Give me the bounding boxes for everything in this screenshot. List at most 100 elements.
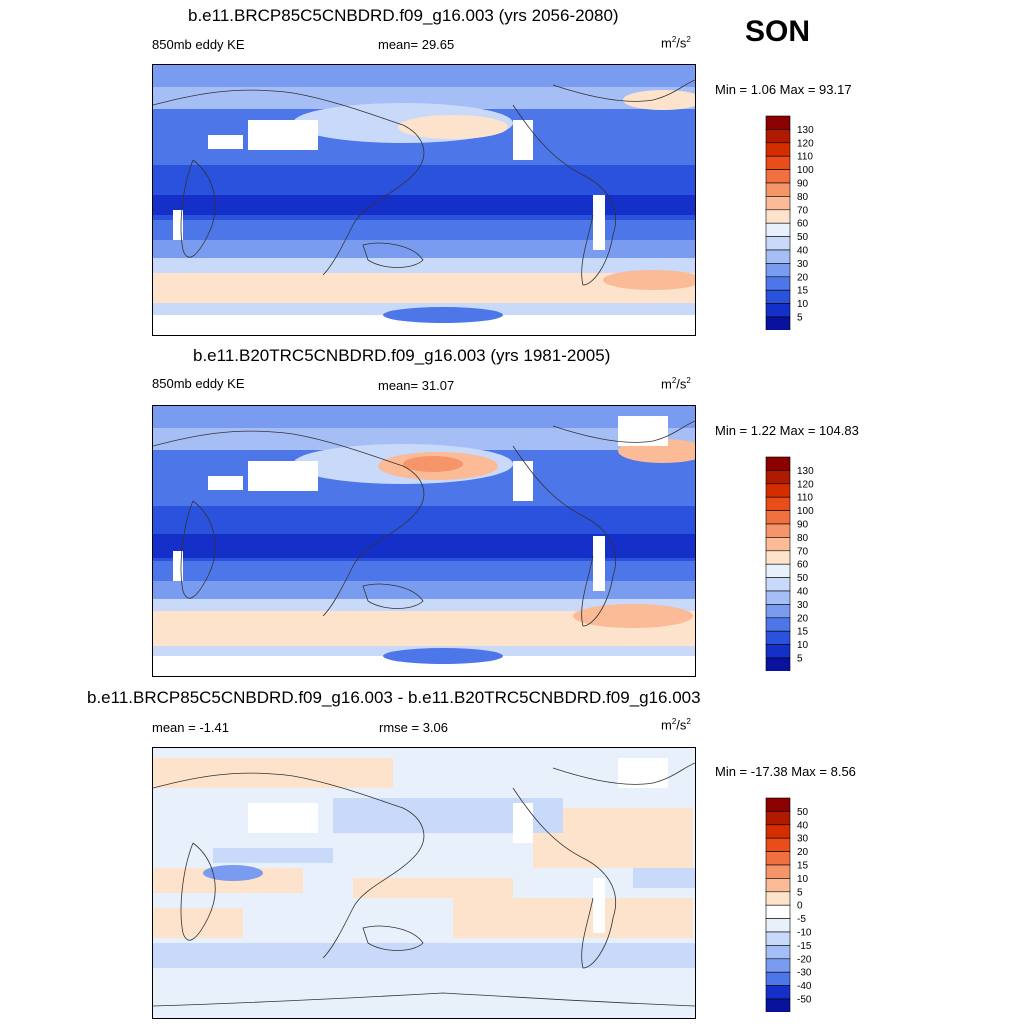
colorbar-tick-label: 50 (797, 232, 809, 243)
colorbar-box (765, 590, 791, 605)
colorbar-box (765, 182, 791, 197)
colorbar-tick-label: 90 (797, 520, 809, 531)
colorbar-tick-label: -30 (797, 968, 812, 979)
colorbar-tick-label: 10 (797, 874, 809, 885)
colorbar-tick-label: 30 (797, 600, 809, 611)
colorbar-box (765, 811, 791, 826)
colorbar-box (765, 644, 791, 659)
colorbar-tick-label: 10 (797, 299, 809, 310)
colorbar-tick-label: 50 (797, 573, 809, 584)
colorbar-box (765, 263, 791, 278)
colorbar-tick-label: 20 (797, 613, 809, 624)
colorbar-box (765, 985, 791, 1000)
panel-1-title: b.e11.BRCP85C5CNBDRD.f09_g16.003 (yrs 20… (188, 6, 619, 25)
panel-2-colorbar-labels: 130 120 110 100 90 80 70 60 50 40 30 20 15 10 5 (797, 466, 814, 665)
panel-2-field-label: 850mb eddy KE (152, 376, 245, 391)
colorbar-box (765, 537, 791, 552)
colorbar-tick-label: -40 (797, 981, 812, 992)
colorbar-tick-label: 50 (797, 807, 809, 818)
colorbar-tick-label: -15 (797, 941, 812, 952)
panel-1-field-label: 850mb eddy KE (152, 37, 245, 52)
colorbar-tick-label: 100 (797, 506, 814, 517)
colorbar-tick-label: 15 (797, 286, 809, 297)
colorbar-box (765, 496, 791, 511)
colorbar-box (765, 604, 791, 619)
colorbar-box (765, 824, 791, 839)
colorbar-box (765, 577, 791, 592)
colorbar-box (765, 523, 791, 538)
colorbar-box (765, 142, 791, 157)
colorbar-tick-label: 120 (797, 138, 814, 149)
panel-1-colorbar: 130 120 110 100 90 80 70 60 50 40 30 20 15 10 5 (765, 115, 814, 330)
panel-1-colorbar-boxes (765, 115, 791, 330)
panel-3-title: b.e11.BRCP85C5CNBDRD.f09_g16.003 - b.e11… (87, 688, 701, 707)
colorbar-box (765, 891, 791, 906)
colorbar-tick-label: 70 (797, 546, 809, 557)
colorbar-tick-label: 110 (797, 152, 813, 163)
panel-2-map (152, 405, 696, 677)
colorbar-box (765, 129, 791, 144)
panel-3-rmse-label: rmse = 3.06 (379, 720, 449, 735)
colorbar-tick-label: -50 (797, 995, 812, 1006)
panel-3-colorbar-boxes (765, 797, 791, 1012)
panel-3-mean-label: mean = -1.41 (152, 720, 229, 735)
colorbar-box (765, 289, 791, 304)
panel-1-mean-label: mean= 29.65 (378, 37, 455, 52)
panel-3-map (152, 747, 696, 1019)
colorbar-tick-label: 120 (797, 479, 814, 490)
colorbar-box (765, 945, 791, 960)
colorbar-box (765, 918, 791, 933)
panel-2-title: b.e11.B20TRC5CNBDRD.f09_g16.003 (yrs 198… (193, 346, 611, 365)
colorbar-box (765, 209, 791, 224)
colorbar-tick-label: 110 (797, 493, 813, 504)
colorbar-tick-label: 15 (797, 627, 809, 638)
panel-2-colorbar: 130 120 110 100 90 80 70 60 50 40 30 20 15 10 5 (765, 456, 814, 671)
colorbar-tick-label: 30 (797, 259, 809, 270)
season-label: SON (745, 15, 811, 48)
colorbar-box (765, 155, 791, 170)
colorbar-tick-label: 10 (797, 640, 809, 651)
colorbar-tick-label: 60 (797, 219, 809, 230)
colorbar-tick-label: 0 (797, 901, 803, 912)
colorbar-tick-label: 5 (797, 887, 803, 898)
panel-2-minmax: Min = 1.22 Max = 104.83 (715, 423, 859, 438)
panel-2-units: m2/s2 (661, 376, 691, 392)
colorbar-box (765, 236, 791, 251)
colorbar-box (765, 276, 791, 291)
colorbar-tick-label: 90 (797, 179, 809, 190)
panel-3-units: m2/s2 (661, 717, 691, 733)
panel-2-colorbar-boxes (765, 456, 791, 671)
colorbar-tick-label: 20 (797, 272, 809, 283)
colorbar-box (765, 657, 791, 671)
colorbar-box (765, 864, 791, 879)
colorbar-box (765, 456, 791, 471)
colorbar-box (765, 851, 791, 866)
colorbar-tick-label: 30 (797, 834, 809, 845)
colorbar-tick-label: 5 (797, 654, 803, 665)
colorbar-box (765, 998, 791, 1012)
colorbar-box (765, 958, 791, 973)
colorbar-box (765, 797, 791, 812)
colorbar-box (765, 316, 791, 330)
colorbar-box (765, 483, 791, 498)
panel-1-minmax: Min = 1.06 Max = 93.17 (715, 82, 852, 97)
colorbar-box (765, 249, 791, 264)
panel-3-minmax: Min = -17.38 Max = 8.56 (715, 764, 856, 779)
colorbar-box (765, 837, 791, 852)
colorbar-tick-label: 15 (797, 861, 809, 872)
colorbar-box (765, 115, 791, 130)
colorbar-box (765, 169, 791, 184)
colorbar-box (765, 904, 791, 919)
panel-1-colorbar-labels: 130 120 110 100 90 80 70 60 50 40 30 20 15 10 5 (797, 125, 814, 324)
colorbar-box (765, 550, 791, 565)
colorbar-tick-label: 5 (797, 313, 803, 324)
colorbar-tick-label: 130 (797, 466, 814, 477)
colorbar-box (765, 222, 791, 237)
panel-1-units: m2/s2 (661, 35, 691, 51)
colorbar-box (765, 303, 791, 318)
colorbar-tick-label: -20 (797, 954, 812, 965)
colorbar-tick-label: -10 (797, 928, 812, 939)
colorbar-box (765, 510, 791, 525)
